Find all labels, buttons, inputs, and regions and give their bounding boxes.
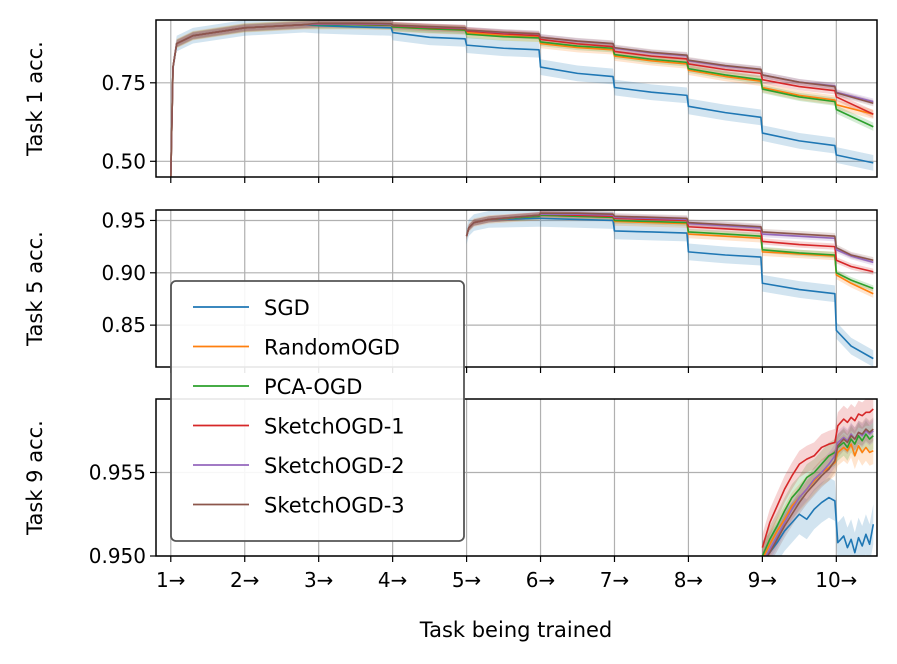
grid <box>156 210 877 367</box>
series-group <box>465 210 874 367</box>
x-tick-label: 4→ <box>378 568 407 592</box>
band-sketchogd-2 <box>762 419 874 556</box>
series-line-sketchogd-1 <box>761 408 874 548</box>
legend-label: PCA-OGD <box>264 375 362 399</box>
y-axis-label: Task 9 acc. <box>23 420 47 536</box>
series-line-randomogd <box>763 443 874 556</box>
series-line-sketchogd-2 <box>765 429 874 556</box>
legend-label: RandomOGD <box>264 336 400 360</box>
y-tick-label: 0.75 <box>101 71 146 95</box>
panel-frame <box>155 19 878 178</box>
series-line-sgd <box>765 496 875 556</box>
y-axis-label: Task 1 acc. <box>23 41 47 157</box>
chart-panels: 0.50 0.75 Task 1 acc. 0.85 0.90 0.95 Task 5 ac… <box>23 19 878 592</box>
y-tick-label: 0.955 <box>89 460 146 484</box>
x-tick-label: 6→ <box>526 568 555 592</box>
band-sketchogd-2 <box>170 20 874 177</box>
x-tick-label: 1→ <box>156 568 185 592</box>
panel-3: 0.950 0.955 Task 9 acc. 1→ 2→ 3→ 4→ 5→ 6→ 7→ 8→ 9→ 1… <box>23 398 878 592</box>
series-group <box>761 399 875 556</box>
band-randomogd <box>762 430 874 556</box>
band-sketchogd-3 <box>170 20 874 177</box>
x-tick-label: 10→ <box>815 568 857 592</box>
panel-frame <box>155 398 878 557</box>
y-tick-label: 0.85 <box>101 313 146 337</box>
legend: SGD RandomOGD PCA-OGD SketchOGD-1 SketchOGD-… <box>170 280 465 542</box>
y-tick-label: 0.90 <box>101 261 146 285</box>
series-group <box>169 20 874 177</box>
series-line-sketchogd-3 <box>465 212 874 262</box>
x-tick-label: 2→ <box>230 568 259 592</box>
series-line-sketchogd-3 <box>169 22 874 177</box>
y-tick-label: 0.50 <box>101 149 146 173</box>
legend-label: SGD <box>264 296 310 320</box>
y-axis-label: Task 5 acc. <box>23 231 47 347</box>
legend-label: SketchOGD-2 <box>264 454 405 478</box>
band-sgd <box>170 20 874 177</box>
x-tick-label: 5→ <box>452 568 481 592</box>
panel-1: 0.50 0.75 Task 1 acc. <box>23 19 878 183</box>
grid <box>156 20 877 177</box>
x-tick-label: 9→ <box>748 568 777 592</box>
panel-frame <box>155 209 878 368</box>
x-axis-label: Task being trained <box>419 618 613 642</box>
series-line-sketchogd-3 <box>766 428 874 556</box>
panel-2: 0.85 0.90 0.95 Task 5 acc. <box>23 208 878 373</box>
band-sketchogd-3 <box>762 417 874 556</box>
x-tick-label: 8→ <box>674 568 703 592</box>
y-tick-label: 0.950 <box>89 544 146 568</box>
legend-label: SketchOGD-1 <box>264 415 405 439</box>
x-tick-label: 3→ <box>304 568 333 592</box>
band-sgd <box>762 477 874 556</box>
y-tick-label: 0.95 <box>101 208 146 232</box>
x-tick-label: 7→ <box>600 568 629 592</box>
band-pca-ogd <box>762 420 874 556</box>
legend-label: SketchOGD-3 <box>264 494 405 518</box>
